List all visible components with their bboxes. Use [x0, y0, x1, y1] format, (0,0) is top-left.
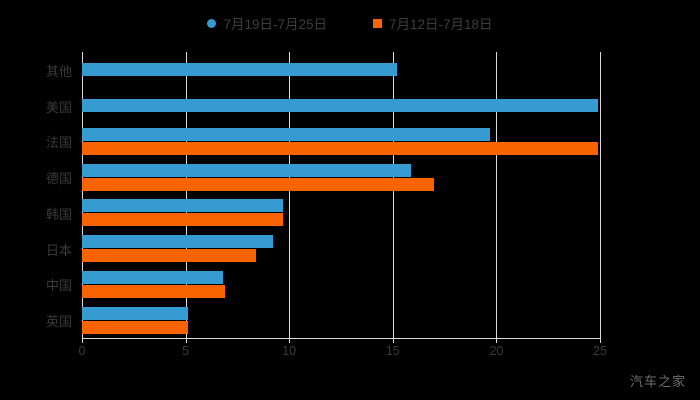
- y-category-label: 日本: [45, 242, 72, 258]
- gridline: [82, 52, 83, 338]
- chart-legend: 7月19日-7月25日 7月12日-7月18日: [0, 10, 700, 36]
- x-tick-label: 5: [182, 344, 190, 358]
- y-category-label: 韩国: [45, 206, 72, 222]
- bar-series-orange[interactable]: [82, 177, 435, 191]
- bar-group: [82, 124, 600, 160]
- bar-series-blue[interactable]: [82, 127, 491, 141]
- legend-entry-blue[interactable]: 7月19日-7月25日: [207, 13, 327, 33]
- x-tick-mark: [496, 338, 498, 343]
- x-tick-mark: [289, 338, 291, 343]
- bar-group: [82, 159, 600, 195]
- legend-square-marker-icon: [373, 18, 382, 28]
- gridline: [289, 52, 291, 338]
- x-tick-label: 20: [489, 344, 504, 358]
- x-tick-mark: [185, 338, 187, 343]
- bar-group: [82, 302, 600, 338]
- y-category-label: 法国: [45, 135, 72, 151]
- bar-series-blue[interactable]: [82, 235, 273, 249]
- y-category-label: 德国: [45, 171, 72, 187]
- watermark: 汽车之家: [629, 374, 686, 389]
- x-tick-label: 0: [78, 344, 86, 358]
- gridline: [185, 52, 187, 338]
- x-tick-label: 10: [282, 344, 297, 358]
- bar-series-blue[interactable]: [82, 306, 188, 320]
- bar-series-orange[interactable]: [82, 249, 257, 263]
- bar-group: [82, 267, 600, 303]
- bar-series-blue[interactable]: [82, 99, 598, 113]
- bar-series-orange[interactable]: [82, 320, 188, 334]
- x-tick-mark: [600, 338, 601, 343]
- bar-series-orange[interactable]: [82, 284, 225, 298]
- legend-label-orange: 7月12日-7月18日: [389, 17, 493, 32]
- plot-area: [82, 52, 601, 338]
- legend-circle-marker-icon: [207, 18, 217, 28]
- y-axis-labels: 其他美国法国德国韩国日本中国英国: [0, 52, 72, 338]
- x-tick-mark: [82, 338, 83, 343]
- y-category-label: 中国: [45, 278, 72, 294]
- y-category-label: 英国: [45, 314, 72, 330]
- bar-group: [82, 52, 600, 88]
- bar-series-orange[interactable]: [82, 213, 283, 227]
- bar-series-blue[interactable]: [82, 270, 223, 284]
- bar-group: [82, 88, 600, 124]
- x-axis-line: [82, 338, 601, 339]
- legend-entry-orange[interactable]: 7月12日-7月18日: [373, 13, 493, 33]
- y-category-label: 其他: [45, 63, 72, 79]
- gridline: [496, 52, 498, 338]
- bar-series-blue[interactable]: [82, 63, 397, 77]
- bar-series-blue[interactable]: [82, 199, 283, 213]
- x-tick-mark: [392, 338, 394, 343]
- gridline: [392, 52, 394, 338]
- x-tick-label: 25: [593, 344, 607, 358]
- bar-series-orange[interactable]: [82, 141, 598, 155]
- bar-series-blue[interactable]: [82, 163, 412, 177]
- bar-group: [82, 231, 600, 267]
- x-tick-label: 15: [385, 344, 400, 358]
- gridline: [600, 52, 601, 338]
- y-category-label: 美国: [45, 99, 72, 115]
- bar-group: [82, 195, 600, 231]
- legend-label-blue: 7月19日-7月25日: [223, 17, 327, 32]
